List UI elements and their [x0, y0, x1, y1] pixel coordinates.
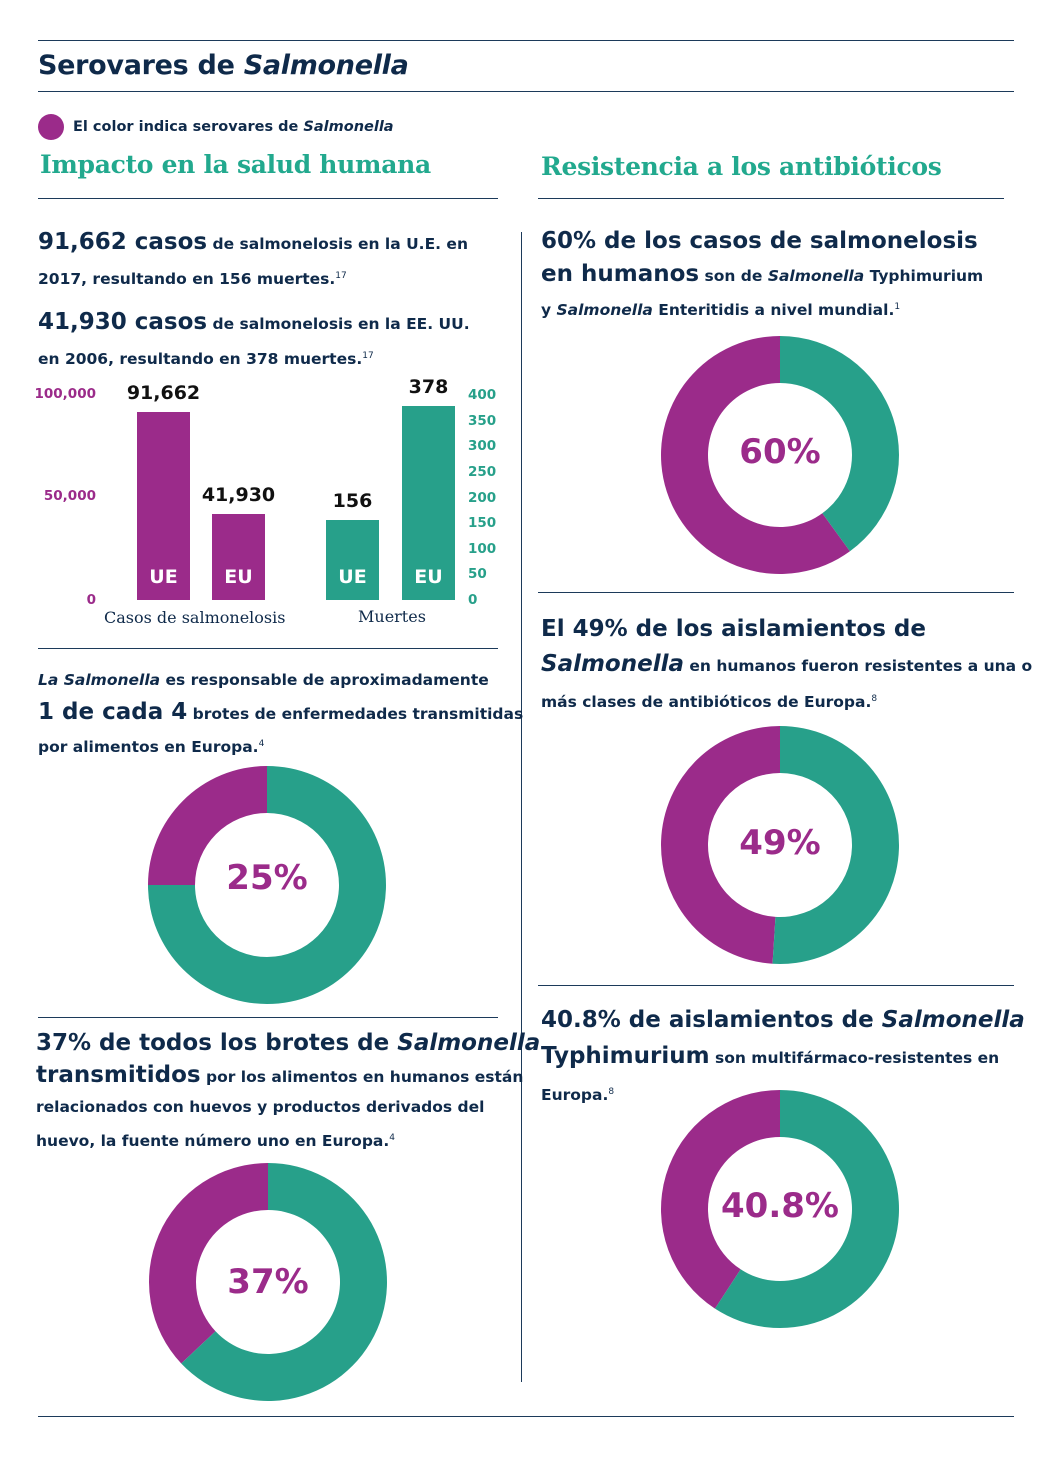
right-rule-1: [538, 592, 1014, 593]
title-rule: [38, 91, 1014, 92]
right-section-heading: Resistencia a los antibióticos: [541, 152, 942, 181]
donut-label-40-8: 40.8%: [721, 1186, 839, 1226]
typhimurium-enteritidis-stat: 60% de los casos de salmonelosis en huma…: [541, 228, 984, 320]
left-section-heading: Impacto en la salud humana: [40, 150, 431, 179]
donut-segment-teal: [148, 766, 386, 1004]
category-label-deaths: Muertes: [358, 607, 426, 626]
donut-segment-purple: [661, 726, 780, 964]
left-rule-2: [38, 1017, 498, 1018]
right-axis-tick: 350: [468, 412, 497, 429]
bar-category-label: UE: [149, 566, 178, 588]
resistance-stat: El 49% de los aislamientos de Salmonella…: [541, 616, 1033, 712]
right-axis-tick: 300: [468, 438, 497, 455]
bar-category-label: UE: [338, 566, 367, 588]
eggs-stat: 37% de todos los brotes de Salmonella tr…: [36, 1030, 541, 1150]
right-axis-tick: 0: [468, 592, 478, 608]
legend-swatch: [38, 114, 64, 140]
top-rule: [38, 40, 1014, 41]
donut-segment-purple: [148, 766, 267, 885]
right-axis-tick: 150: [468, 515, 497, 532]
donut-chart-60: [661, 336, 899, 574]
donut-segment-purple: [661, 1090, 780, 1309]
bar-value-label: 41,930: [201, 484, 276, 506]
right-axis-tick: 50: [468, 566, 487, 583]
page-title: Serovares de Salmonella: [38, 50, 409, 81]
category-label-cases: Casos de salmonelosis: [104, 608, 286, 627]
left-rule-1: [38, 648, 498, 649]
eu-cases-stat: 91,662 casos de salmonelosis en la U.E. …: [38, 229, 468, 289]
donut-segment-teal: [181, 1163, 387, 1401]
left-axis-tick: 50,000: [43, 488, 96, 504]
donut-segment-purple: [148, 1163, 268, 1364]
bar-1-1: [402, 406, 455, 600]
right-axis-tick: 200: [468, 489, 497, 506]
right-axis-tick: 250: [468, 463, 497, 480]
us-cases-stat: 41,930 casos de salmonelosis en la EE. U…: [38, 309, 470, 369]
bar-value-label: 156: [332, 490, 373, 512]
donut-label-49: 49%: [739, 823, 821, 863]
donut-label-60: 60%: [739, 432, 821, 472]
right-axis-tick: 400: [468, 387, 497, 403]
bar-0-0: [137, 412, 190, 600]
bar-0-1: [212, 514, 265, 600]
multidrug-stat: 40.8% de aislamientos de Salmonella Typh…: [541, 1007, 1025, 1105]
right-axis-tick: 100: [468, 540, 497, 557]
donut-chart-25: [148, 766, 386, 1004]
column-divider: [521, 232, 522, 1382]
donut-chart-40-8: [661, 1090, 899, 1328]
donut-label-25: 25%: [226, 858, 308, 898]
bar-1-0: [326, 520, 379, 600]
right-heading-rule: [538, 198, 1004, 199]
donut-chart-49: [661, 726, 900, 964]
right-rule-2: [538, 985, 1014, 986]
donut-segment-teal: [772, 726, 900, 964]
bar-category-label: EU: [224, 566, 253, 588]
bar-category-label: EU: [414, 566, 443, 588]
bar-value-label: 91,662: [126, 382, 201, 404]
color-legend: El color indica serovares de Salmonella: [38, 114, 394, 140]
donut-segment-teal: [714, 1090, 899, 1328]
bottom-rule: [38, 1416, 1014, 1417]
donut-segment-teal: [780, 336, 899, 552]
left-axis-tick: 0: [86, 592, 96, 608]
legend-text: El color indica serovares de Salmonella: [73, 119, 394, 135]
donut-segment-purple: [661, 336, 850, 574]
donut-label-37: 37%: [227, 1262, 309, 1302]
outbreaks-stat: La Salmonella es responsable de aproxima…: [38, 671, 524, 757]
donut-chart-37: [148, 1163, 387, 1401]
bar-value-label: 378: [408, 376, 449, 398]
left-heading-rule: [38, 198, 498, 199]
left-axis-tick: 100,000: [34, 386, 97, 402]
